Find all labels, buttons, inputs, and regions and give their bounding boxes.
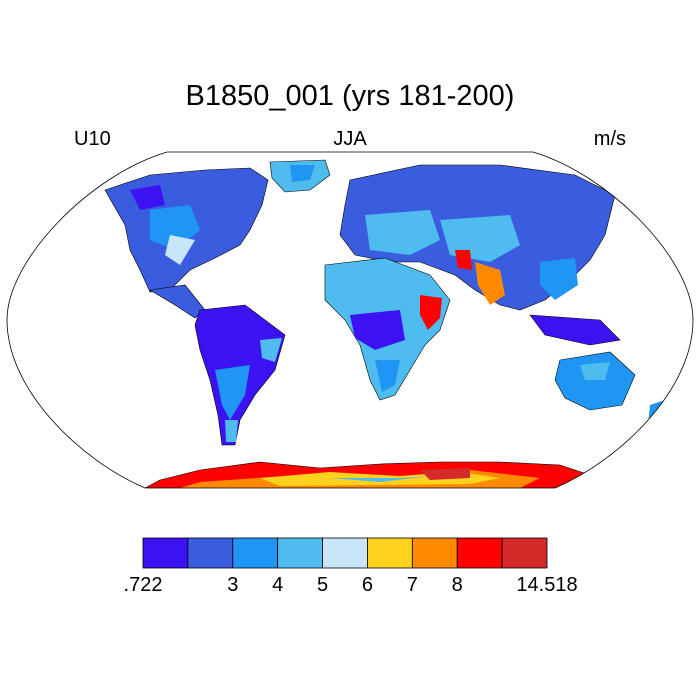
season-label: JJA — [333, 128, 367, 150]
units-label: m/s — [593, 128, 626, 150]
new-zealand — [648, 400, 665, 425]
colorbar-box — [142, 537, 189, 569]
colorbar-label: .722 — [123, 574, 163, 596]
colorbar-label: 14.518 — [516, 574, 578, 596]
plot-title: B1850_001 (yrs 181-200) — [185, 80, 515, 112]
colorbar-label: 3 — [227, 574, 239, 596]
colorbar-box — [367, 537, 413, 569]
colorbar-label: 7 — [406, 574, 418, 596]
variable-label: U10 — [74, 128, 111, 150]
colorbar — [142, 537, 548, 569]
colorbar-label: 6 — [361, 574, 373, 596]
colorbar-box — [187, 537, 234, 569]
colorbar-box — [277, 537, 323, 569]
land-fill — [104, 159, 665, 488]
colorbar-label: 5 — [316, 574, 329, 596]
indonesia — [529, 314, 621, 346]
central-america — [149, 284, 206, 319]
australia — [554, 351, 636, 411]
colorbar-box — [232, 537, 279, 569]
map-boundary — [6, 151, 694, 489]
colorbar-label: 4 — [272, 574, 284, 596]
colorbar-box — [501, 537, 548, 569]
colorbar-box — [322, 537, 368, 569]
colorbar-label: 8 — [451, 574, 463, 596]
colorbar-box — [411, 537, 458, 569]
colorbar-box — [456, 537, 503, 569]
